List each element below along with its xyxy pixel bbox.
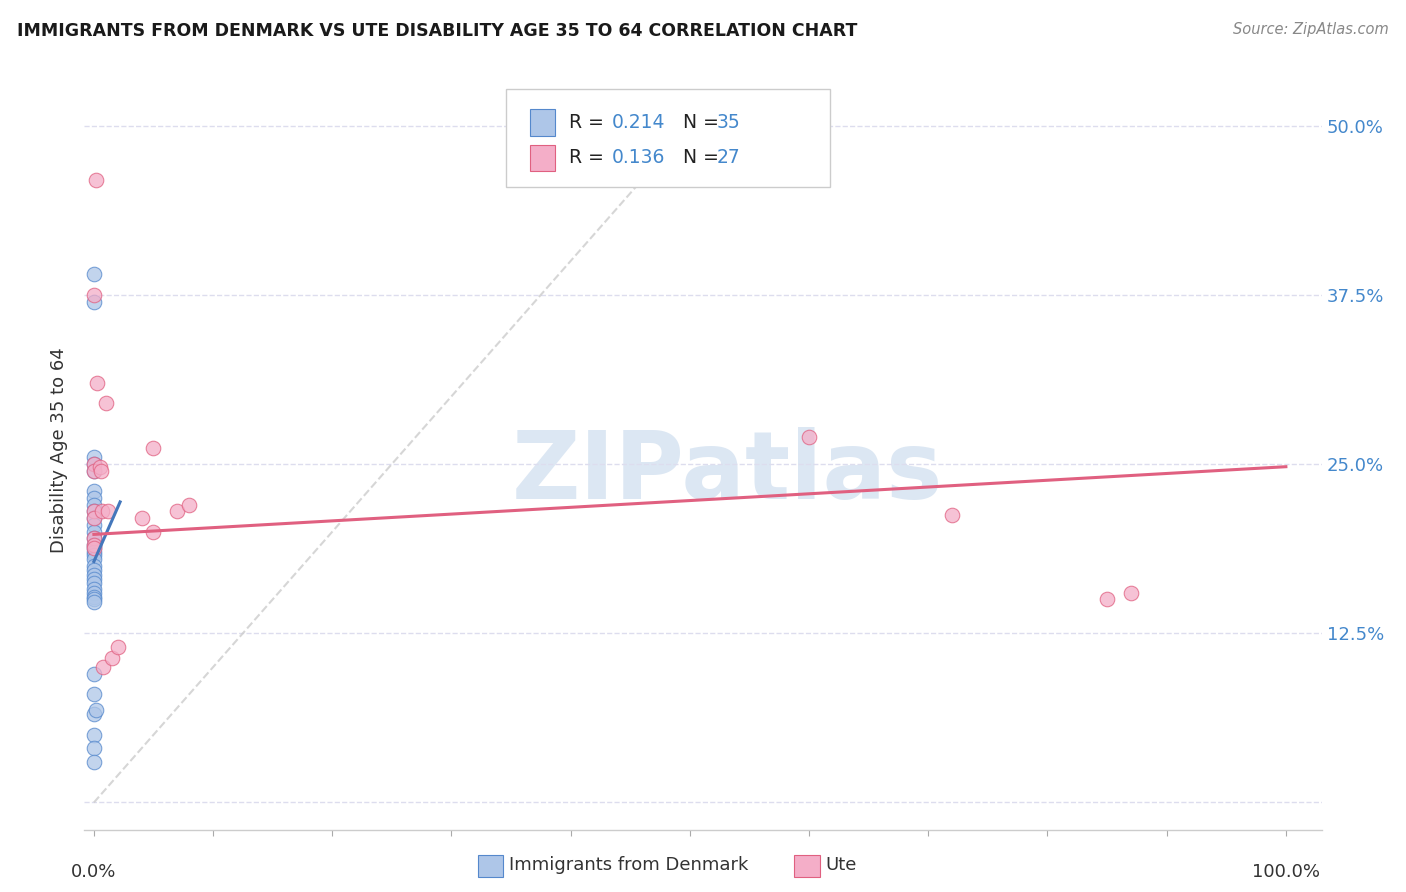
Point [89, 459, 111, 474]
Point [83, 524, 105, 539]
Point [83, 541, 105, 555]
Point [100, 650, 122, 665]
Point [83, 541, 105, 555]
Point [179, 498, 201, 512]
Point [83, 568, 105, 582]
Point [83, 450, 105, 465]
Point [91, 504, 114, 518]
Point [83, 517, 105, 532]
Point [83, 504, 105, 518]
Point [90, 464, 112, 478]
Point [131, 511, 153, 525]
Text: N =: N = [665, 112, 725, 132]
Point [142, 441, 165, 455]
Point [97, 504, 120, 518]
Point [83, 548, 105, 562]
Text: R =: R = [569, 112, 610, 132]
Point [83, 563, 105, 577]
Point [83, 504, 105, 518]
Point [83, 755, 105, 769]
Point [83, 707, 105, 722]
Point [83, 585, 105, 599]
Text: 0.0%: 0.0% [72, 863, 117, 881]
Text: IMMIGRANTS FROM DENMARK VS UTE DISABILITY AGE 35 TO 64 CORRELATION CHART: IMMIGRANTS FROM DENMARK VS UTE DISABILIT… [17, 22, 858, 40]
Point [797, 430, 820, 444]
Point [1119, 585, 1142, 599]
Point [83, 687, 105, 701]
Point [93, 660, 115, 674]
Text: 35: 35 [717, 112, 741, 132]
Point [142, 524, 165, 539]
Point [83, 268, 105, 282]
Point [83, 457, 105, 471]
Text: Source: ZipAtlas.com: Source: ZipAtlas.com [1233, 22, 1389, 37]
Point [83, 532, 105, 546]
Point [83, 595, 105, 609]
Y-axis label: Disability Age 35 to 64: Disability Age 35 to 64 [51, 348, 69, 553]
Text: Ute: Ute [825, 856, 856, 874]
Point [83, 511, 105, 525]
Point [84, 172, 107, 186]
Point [83, 464, 105, 478]
Point [83, 484, 105, 499]
Point [83, 551, 105, 566]
Point [83, 538, 105, 552]
Point [83, 457, 105, 471]
Point [86, 376, 108, 390]
Text: N =: N = [665, 148, 725, 168]
Text: 100.0%: 100.0% [1251, 863, 1320, 881]
Point [1095, 592, 1118, 607]
Text: Immigrants from Denmark: Immigrants from Denmark [509, 856, 748, 874]
Point [83, 592, 105, 607]
Point [83, 294, 105, 309]
Text: 27: 27 [717, 148, 741, 168]
Point [83, 576, 105, 591]
Point [83, 464, 105, 478]
Point [83, 590, 105, 604]
Point [83, 666, 105, 681]
Point [83, 498, 105, 512]
Point [83, 538, 105, 552]
Point [83, 511, 105, 525]
Text: ZIPatlas: ZIPatlas [512, 427, 943, 519]
Point [941, 508, 963, 523]
Point [107, 640, 129, 654]
Point [83, 558, 105, 573]
Point [84, 703, 107, 717]
Point [83, 728, 105, 742]
Point [83, 532, 105, 546]
Point [83, 491, 105, 505]
Text: R =: R = [569, 148, 610, 168]
Point [83, 572, 105, 586]
Point [83, 287, 105, 301]
Point [166, 504, 188, 518]
Point [94, 396, 117, 410]
Text: 0.136: 0.136 [612, 148, 665, 168]
Text: 0.214: 0.214 [612, 112, 665, 132]
Point [83, 741, 105, 756]
Point [83, 545, 105, 559]
Point [83, 582, 105, 596]
